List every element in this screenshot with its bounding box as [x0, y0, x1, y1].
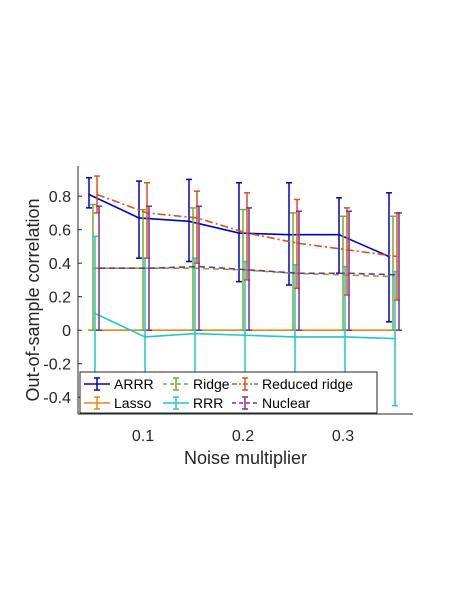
data-point [138, 217, 140, 219]
data-point [298, 272, 300, 275]
y-tick-label: -0.2 [43, 357, 71, 374]
data-point [198, 265, 200, 268]
data-point [348, 272, 350, 275]
data-point [144, 336, 146, 338]
y-tick-label: -0.4 [43, 390, 71, 407]
data-point [248, 268, 250, 271]
data-point [244, 334, 246, 337]
legend-item-ridge: Ridge [163, 376, 230, 392]
data-point [238, 232, 240, 234]
data-point [188, 220, 190, 223]
legend-item-lasso: Lasso [84, 395, 152, 411]
data-point [194, 332, 196, 335]
data-point [192, 267, 194, 270]
axes-layer: -0.4 -0.2 0 0.2 0.4 0.6 0.8 0.1 0.2 0.3 [43, 166, 413, 445]
data-point [392, 275, 394, 278]
data-point [288, 233, 290, 236]
data-point [246, 232, 248, 234]
data-point [296, 242, 298, 244]
legend-label: Lasso [114, 395, 152, 411]
x-tick-label: 0.2 [232, 428, 254, 445]
legend-label: Ridge [193, 376, 230, 392]
series-arrr [86, 176, 392, 323]
legend-item-arrr: ARRR [84, 376, 154, 392]
y-tick-label: 0.8 [49, 189, 71, 206]
data-point [294, 336, 296, 338]
data-point [98, 267, 100, 270]
data-point [92, 267, 94, 270]
data-point [342, 274, 344, 276]
data-point [148, 267, 150, 270]
legend-item-rrr: RRR [163, 395, 223, 411]
legend-item-reduced-ridge: Reduced ridge [232, 376, 353, 392]
legend: ARRR Ridge Reduced ridge Lasso RRR Nuclear [79, 371, 378, 414]
data-point [344, 336, 346, 338]
data-point [146, 212, 148, 214]
series-nuclear [96, 205, 402, 331]
data-point [346, 248, 348, 251]
x-tick-label: 0.3 [332, 428, 354, 445]
y-tick-label: 0 [62, 323, 71, 340]
data-point [88, 193, 90, 196]
data-point [398, 274, 400, 276]
legend-label: Nuclear [262, 395, 311, 411]
legend-label: Reduced ridge [262, 376, 353, 392]
legend-box [79, 371, 378, 414]
data-point [396, 255, 398, 258]
data-point [94, 312, 96, 315]
x-axis-label: Noise multiplier [184, 448, 307, 468]
y-tick-label: 0.6 [49, 223, 71, 240]
data-point [96, 193, 98, 196]
y-axis-label: Out-of-sample correlation [23, 198, 43, 401]
data-point [196, 217, 198, 219]
data-point [394, 337, 396, 340]
y-tick-label: 0.4 [49, 256, 71, 273]
data-point [338, 233, 340, 236]
x-tick-label: 0.1 [132, 428, 154, 445]
y-tick-label: 0.2 [49, 290, 71, 307]
legend-label: RRR [193, 395, 223, 411]
legend-item-nuclear: Nuclear [232, 395, 311, 411]
legend-label: ARRR [114, 376, 154, 392]
